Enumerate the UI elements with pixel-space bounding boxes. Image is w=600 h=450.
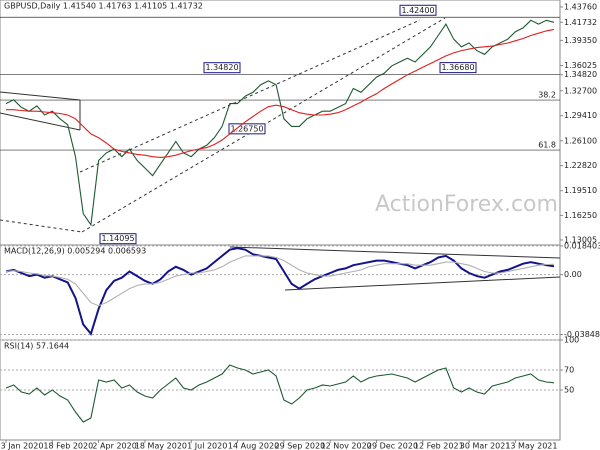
y-tick-label: 1.36025	[564, 61, 597, 70]
annotation: 1.42400	[401, 6, 434, 15]
fib-label: 61.8	[538, 141, 556, 150]
y-tick-label: 100	[564, 336, 579, 345]
pane-title: RSI(14) 57.1644	[4, 342, 69, 351]
annotation-box	[99, 233, 137, 245]
annotation-box	[399, 4, 437, 16]
x-tick-label: 1 Jul 2020	[187, 442, 227, 450]
y-tick-label: 1.43760	[564, 2, 597, 11]
y-tick-label: 1.32700	[564, 86, 597, 95]
y-tick-label: 1.29410	[564, 111, 597, 120]
annotation: 1.34820	[205, 63, 238, 72]
y-tick-label: 1.13005	[564, 235, 597, 244]
frame	[0, 0, 561, 441]
y-tick-label: 1.41732	[564, 18, 597, 27]
watermark: ActionForex.com	[375, 192, 558, 217]
annotation: 1.36680	[441, 63, 474, 72]
x-tick-label: 29 Dec 2020	[367, 442, 418, 450]
pane-title: MACD(12,26,9) 0.005294 0.006593	[4, 247, 146, 256]
trendline	[229, 246, 561, 259]
y-tick-label: 1.39350	[564, 36, 597, 45]
x-tick-label: 14 Aug 2020	[228, 442, 279, 450]
x-tick-label: 18 Feb 2020	[43, 442, 93, 450]
y-tick-label: 1.26100	[564, 136, 597, 145]
y-tick-label: -0.038483	[564, 330, 600, 339]
y-tick-label: 1.22820	[564, 161, 597, 170]
x-tick-label: 29 Sep 2020	[275, 442, 326, 450]
y-tick-label: 1.16250	[564, 211, 597, 220]
series-line	[6, 28, 555, 158]
x-tick-label: 30 Mar 2021	[460, 442, 511, 450]
trendline	[79, 19, 421, 173]
annotation-box	[439, 62, 477, 74]
series-line	[5, 247, 555, 336]
y-tick-label: 1.19510	[564, 186, 597, 195]
x-tick-label: 12 Feb 2021	[414, 442, 464, 450]
y-tick-label: 1.34820	[564, 70, 597, 79]
annotation-box	[228, 123, 266, 135]
x-tick-label: 13 May 2021	[505, 442, 557, 450]
annotation: 1.14095	[101, 234, 134, 243]
pane-title: GBPUSD,Daily 1.41540 1.41763 1.41105 1.4…	[4, 2, 203, 11]
trendline	[0, 91, 81, 101]
x-tick-label: 18 May 2020	[135, 442, 187, 450]
x-tick-label: 2 Apr 2020	[92, 442, 136, 450]
annotation: 1.26750	[230, 124, 263, 133]
trendline	[284, 276, 561, 291]
fib-label: 38.2	[538, 91, 556, 100]
y-tick-label: 0.00	[564, 270, 582, 279]
trendline	[0, 112, 81, 131]
series-line	[5, 255, 555, 307]
trendline	[0, 219, 83, 233]
x-tick-label: 3 Jan 2020	[1, 442, 44, 450]
y-tick-label: 0.018403	[564, 241, 600, 250]
x-tick-label: 12 Nov 2020	[321, 442, 372, 450]
y-tick-label: 50	[564, 386, 574, 395]
y-tick-label: 70	[564, 366, 574, 375]
series-line	[5, 19, 555, 227]
annotation-box	[203, 62, 241, 74]
series-line	[5, 364, 555, 423]
